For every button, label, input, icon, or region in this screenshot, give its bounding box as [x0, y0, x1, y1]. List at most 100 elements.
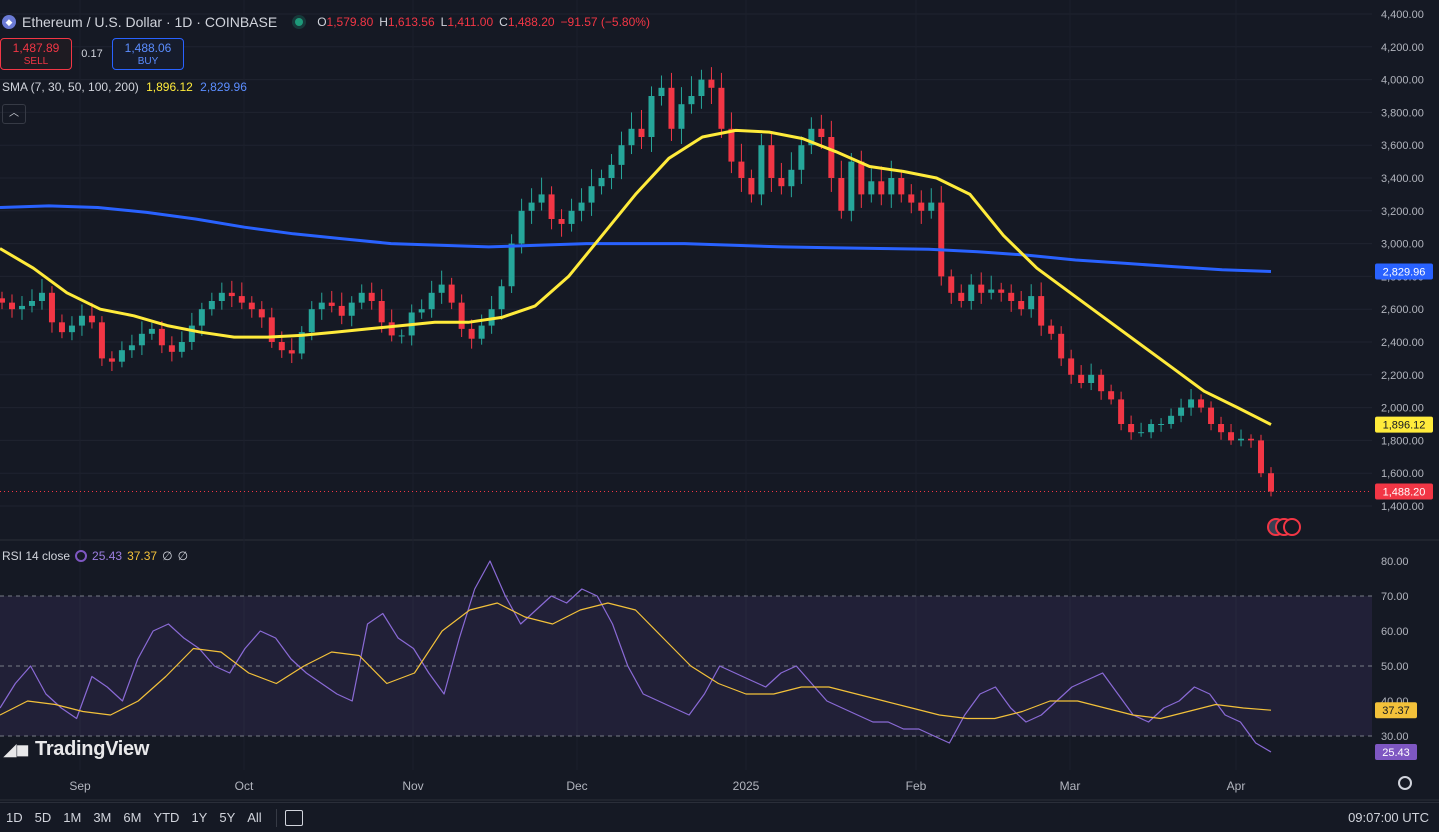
candle-body — [858, 161, 865, 195]
candle-body — [938, 202, 945, 277]
candle-body — [888, 178, 895, 195]
candle-body — [818, 128, 825, 137]
timeframe-3m[interactable]: 3M — [93, 810, 112, 825]
candle-body — [788, 169, 795, 187]
rsi-ma-value-tag: 37.37 — [1382, 705, 1410, 717]
utc-clock[interactable]: 09:07:00 UTC — [1348, 810, 1429, 825]
time-tick-label: Nov — [402, 779, 423, 793]
buy-button[interactable]: 1,488.06 BUY — [112, 38, 184, 70]
sell-label: SELL — [23, 56, 49, 67]
candle-body — [118, 350, 125, 362]
candle-body — [718, 87, 725, 129]
candle-body — [658, 87, 665, 96]
trade-panel: 1,487.89 SELL 0.17 1,488.06 BUY — [0, 38, 184, 70]
timeframe-all[interactable]: All — [247, 810, 262, 825]
candle-body — [948, 276, 955, 293]
ohlc-close: C1,488.20 — [499, 15, 555, 29]
candle-body — [618, 145, 625, 165]
rsi-value: 25.43 — [92, 549, 123, 563]
candle-body — [48, 292, 55, 323]
candle-body — [638, 128, 645, 137]
candle-body — [1148, 424, 1155, 433]
price-tick-label: 2,600.00 — [1381, 304, 1424, 316]
candle-body — [1128, 424, 1135, 433]
tradingview-logo[interactable]: ◢◼ TradingView — [4, 738, 149, 761]
candle-body — [1088, 374, 1095, 383]
timeframe-1m[interactable]: 1M — [63, 810, 82, 825]
candle-body — [988, 289, 995, 293]
candle-body — [1098, 374, 1105, 392]
tradingview-mark-icon: ◢◼ — [4, 741, 29, 759]
candle-body — [558, 219, 565, 224]
candle-body — [518, 210, 525, 244]
candle-body — [128, 345, 135, 351]
candle-body — [1198, 399, 1205, 408]
collapse-legend-chevron-up-icon[interactable]: ︿ — [2, 104, 26, 124]
symbol-title[interactable]: Ethereum / U.S. Dollar · 1D · COINBASE — [22, 14, 278, 30]
candle-body — [808, 128, 815, 146]
candle-body — [498, 286, 505, 310]
time-tick-label: Sep — [69, 779, 91, 793]
candle-body — [748, 178, 755, 195]
candle-body — [608, 164, 615, 178]
candle-body — [178, 342, 185, 352]
time-tick-label: Feb — [906, 779, 927, 793]
candle-body — [388, 322, 395, 336]
candle-body — [18, 305, 25, 310]
buy-label: BUY — [137, 56, 159, 67]
candle-body — [258, 309, 265, 318]
candle-body — [878, 181, 885, 195]
candle-body — [688, 96, 695, 105]
candle-body — [278, 342, 285, 351]
rsi-line — [0, 560, 1272, 753]
candles-group — [0, 67, 1274, 497]
sell-button[interactable]: 1,487.89 SELL — [0, 38, 72, 70]
candle-body — [298, 332, 305, 354]
candle-body — [568, 210, 575, 224]
candle-body — [798, 145, 805, 170]
timeframe-ytd[interactable]: YTD — [153, 810, 180, 825]
candle-body — [578, 202, 585, 211]
candle-body — [478, 325, 485, 339]
timeframe-5y[interactable]: 5Y — [219, 810, 236, 825]
candle-body — [438, 284, 445, 293]
candle-body — [1008, 292, 1015, 301]
rsi-tick-label: 60.00 — [1381, 626, 1409, 638]
timeframe-6m[interactable]: 6M — [123, 810, 142, 825]
rsi-ma-value-tag-bg — [1375, 702, 1417, 719]
rsi-legend-label: RSI 14 close — [2, 549, 71, 563]
rsi-value-tag-bg — [1375, 743, 1417, 760]
rsi-legend[interactable]: RSI 14 close 25.43 37.37 ∅ ∅ — [2, 549, 188, 563]
ohlc-high: H1,613.56 — [379, 15, 435, 29]
candle-body — [28, 301, 35, 306]
candle-body — [1228, 432, 1235, 441]
timeframe-1d[interactable]: 1D — [6, 810, 23, 825]
rsi-source-icon — [75, 550, 88, 562]
timeframe-1y[interactable]: 1Y — [191, 810, 208, 825]
candle-body — [358, 292, 365, 303]
candle-body — [678, 104, 685, 129]
time-tick-label: Apr — [1227, 779, 1246, 793]
timeframe-5d[interactable]: 5D — [34, 810, 52, 825]
price-tick-label: 1,400.00 — [1381, 501, 1424, 513]
candle-body — [1048, 325, 1055, 334]
spread-value: 0.17 — [81, 48, 103, 60]
candle-body — [928, 202, 935, 211]
candle-body — [168, 345, 175, 352]
candle-body — [308, 309, 315, 333]
time-tick-label: Dec — [566, 779, 587, 793]
candle-body — [1018, 301, 1025, 310]
time-tick-label: Oct — [235, 779, 254, 793]
go-to-date-calendar-icon[interactable] — [284, 809, 303, 826]
candle-body — [868, 181, 875, 195]
candle-body — [1188, 399, 1195, 408]
candle-body — [1218, 424, 1225, 433]
candle-body — [458, 302, 465, 329]
candle-body — [968, 284, 975, 301]
sma-legend[interactable]: SMA (7, 30, 50, 100, 200) 1,896.12 2,829… — [2, 80, 247, 94]
settings-gear-icon[interactable] — [1398, 776, 1412, 790]
rsi-tick-label: 30.00 — [1381, 731, 1409, 743]
candle-body — [1258, 440, 1265, 474]
